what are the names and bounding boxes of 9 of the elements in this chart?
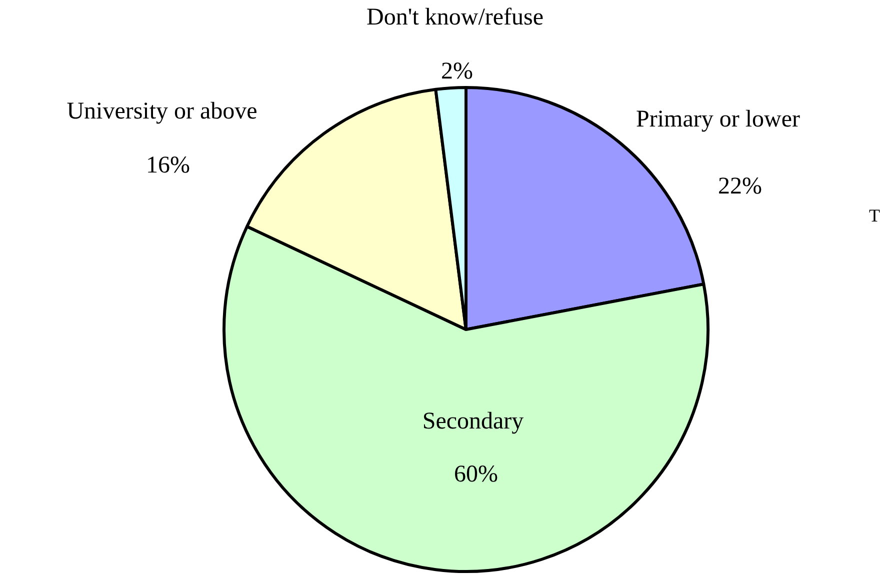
text: T <box>869 206 880 226</box>
slice-label: Primary or lower <box>636 106 800 132</box>
slice-label: Secondary <box>422 408 524 434</box>
slice-label: University or above <box>66 98 258 124</box>
slice-label: Don't know/refuse <box>366 4 544 30</box>
data-label: 16% <box>146 152 190 178</box>
data-label: 2% <box>441 58 473 84</box>
data-label: 22% <box>718 173 762 200</box>
data-label: 60% <box>454 461 498 488</box>
